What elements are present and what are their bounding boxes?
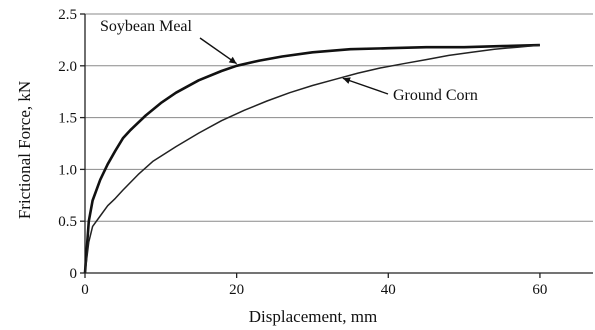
annotation-leader-line [199, 37, 238, 65]
series-line-ground-corn [84, 44, 540, 274]
y-tick-label: 0 [70, 266, 78, 282]
y-tick-label: 0.5 [58, 214, 77, 230]
y-tick-label: 1.0 [58, 162, 77, 178]
annotations: Soybean Meal Ground Corn [100, 18, 478, 104]
annotation-leader-line [342, 77, 389, 95]
x-axis-label: Displacement, mm [249, 307, 377, 326]
series-line-soybean-meal [83, 43, 540, 274]
gridlines [85, 13, 593, 222]
x-tick-label: 60 [532, 282, 547, 298]
y-tick-label: 2.5 [58, 7, 77, 23]
annotation-arrowhead [228, 56, 237, 64]
y-tick-label: 2.0 [58, 59, 77, 75]
data-series [83, 43, 540, 274]
annotation-arrowhead [342, 77, 351, 84]
axes [80, 13, 593, 278]
x-tick-label: 40 [381, 282, 396, 298]
y-tick-label: 1.5 [58, 111, 77, 127]
x-tick-label: 0 [81, 282, 89, 298]
x-tick-label: 20 [229, 282, 244, 298]
y-axis-label: Frictional Force, kN [15, 81, 34, 219]
annotation-label: Ground Corn [393, 87, 478, 104]
tick-labels: 0 0.5 1.0 1.5 2.0 2.5 0 20 40 60 [58, 7, 547, 298]
annotation-label: Soybean Meal [100, 18, 193, 35]
